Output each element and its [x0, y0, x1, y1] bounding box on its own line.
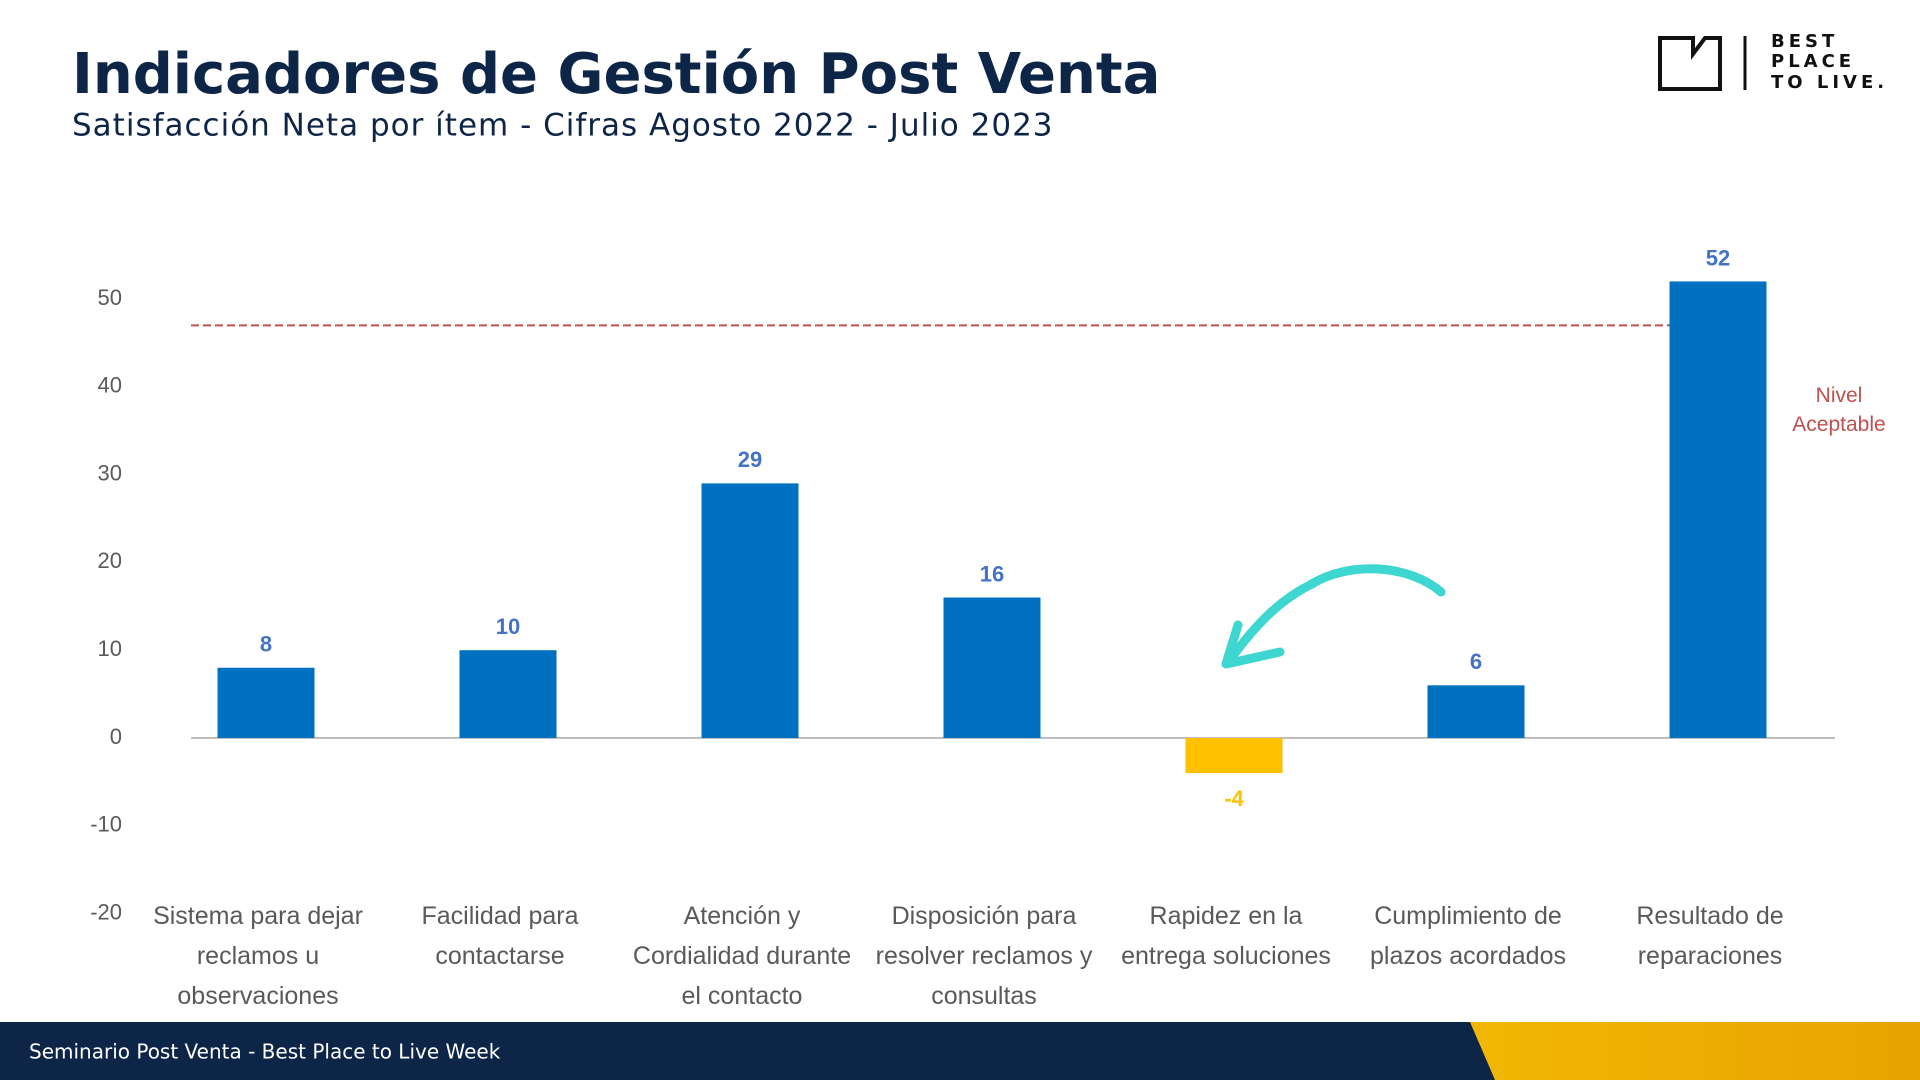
value-label: 16 — [980, 561, 1004, 586]
y-tick-label: -10 — [90, 812, 122, 837]
reference-label: Nivel Aceptable — [1792, 384, 1886, 437]
y-tick-label: 30 — [98, 460, 122, 485]
value-label: 52 — [1706, 245, 1730, 270]
logo: BEST PLACE TO LIVE. — [1658, 31, 1888, 93]
value-label: 8 — [260, 632, 272, 657]
x-tick-label: Atención y Cordialidad durante el contac… — [632, 902, 852, 1010]
value-label: 6 — [1470, 649, 1482, 674]
title: Indicadores de Gestión Post Venta — [72, 42, 1160, 107]
y-tick-label: -20 — [90, 899, 122, 924]
arrow-head — [1221, 620, 1285, 669]
y-tick-label: 10 — [98, 636, 122, 661]
logo-icon — [1658, 36, 1722, 91]
logo-text: TO LIVE. — [1771, 72, 1888, 93]
bar — [217, 667, 315, 738]
y-tick-label: 50 — [98, 285, 122, 310]
logo-text: PLACE — [1771, 51, 1855, 72]
value-label: 10 — [496, 614, 520, 639]
x-tick-label: Disposición para resolver reclamos y con… — [875, 902, 1093, 1010]
x-tick-label: Sistema para dejar reclamos u observacio… — [153, 902, 363, 1010]
subtitle: Satisfacción Neta por ítem - Cifras Agos… — [72, 108, 1054, 144]
bar — [459, 650, 557, 738]
bar — [943, 597, 1041, 738]
y-tick-label: 40 — [98, 373, 122, 398]
logo-text: BEST — [1771, 31, 1838, 52]
x-tick-label: Resultado de reparaciones — [1636, 902, 1784, 970]
x-tick-label: Cumplimiento de plazos acordados — [1370, 902, 1566, 970]
y-tick-label: 0 — [110, 724, 122, 749]
footer-accent — [1470, 1022, 1920, 1080]
value-label: -4 — [1224, 786, 1244, 811]
y-tick-label: 20 — [98, 548, 122, 573]
arrow — [1225, 564, 1446, 665]
bar — [1185, 738, 1283, 774]
bar — [1427, 685, 1525, 738]
bar — [701, 483, 799, 738]
value-label: 29 — [738, 447, 762, 472]
x-tick-label: Rapidez en la entrega soluciones — [1121, 902, 1331, 970]
x-tick-label: Facilidad para contactarse — [421, 902, 579, 970]
footer-text: Seminario Post Venta - Best Place to Liv… — [29, 1040, 501, 1064]
bar — [1669, 281, 1767, 738]
